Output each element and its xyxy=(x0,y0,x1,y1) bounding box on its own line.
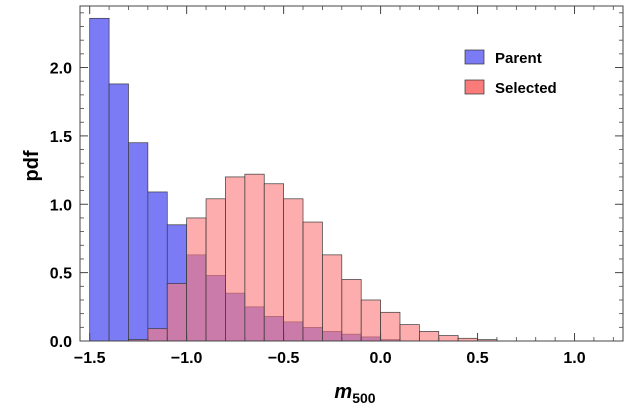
y-tick-label: 2.0 xyxy=(50,61,72,78)
y-tick-label: 0.0 xyxy=(50,334,72,351)
y-axis-title: pdf xyxy=(21,150,43,181)
x-tick-label: 0.0 xyxy=(369,350,391,367)
axes: −1.5 −1.0 −0.5 0.0 0.5 1.0 0.0 0.5 1.0 1.5 2.0 xyxy=(50,5,624,367)
bar-selected xyxy=(399,324,420,342)
x-axis-title-main: m xyxy=(334,381,352,403)
legend-label-parent: Parent xyxy=(495,50,542,67)
bar-selected xyxy=(341,279,362,342)
legend: Parent Selected xyxy=(464,49,557,97)
x-tick-label: −1.0 xyxy=(171,350,203,367)
bar-parent xyxy=(128,142,149,342)
bar-parent xyxy=(147,191,168,342)
bar-selected xyxy=(360,299,381,342)
bar-selected xyxy=(302,221,323,342)
bar-selected xyxy=(186,217,207,342)
y-tick-label: 0.5 xyxy=(50,266,72,283)
plot-area xyxy=(89,17,498,342)
legend-label-selected: Selected xyxy=(495,80,557,97)
x-axis-title-subscript: 500 xyxy=(352,390,376,406)
bar-selected xyxy=(205,198,226,342)
legend-swatch-parent xyxy=(464,49,485,65)
bar-selected xyxy=(147,328,168,342)
bar-selected xyxy=(283,198,304,342)
bar-selected xyxy=(263,183,284,342)
bar-selected xyxy=(166,283,188,342)
x-tick-label: 0.5 xyxy=(466,350,488,367)
x-tick-label: −1.5 xyxy=(74,350,106,367)
bar-selected xyxy=(380,311,401,342)
legend-swatch-selected xyxy=(464,79,485,95)
bar-parent xyxy=(108,83,129,342)
bar-selected xyxy=(225,176,246,342)
x-tick-label: −0.5 xyxy=(268,350,300,367)
bar-selected xyxy=(419,331,440,342)
bar-selected xyxy=(244,173,265,342)
y-tick-label: 1.0 xyxy=(50,197,72,214)
y-tick-label: 1.5 xyxy=(50,129,72,146)
plot-frame xyxy=(79,5,624,342)
x-tick-label: 1.0 xyxy=(563,350,585,367)
bar-selected xyxy=(438,335,459,342)
bar-selected xyxy=(322,254,343,342)
x-axis-title: m500 xyxy=(334,381,375,406)
bar-parent xyxy=(89,17,110,342)
